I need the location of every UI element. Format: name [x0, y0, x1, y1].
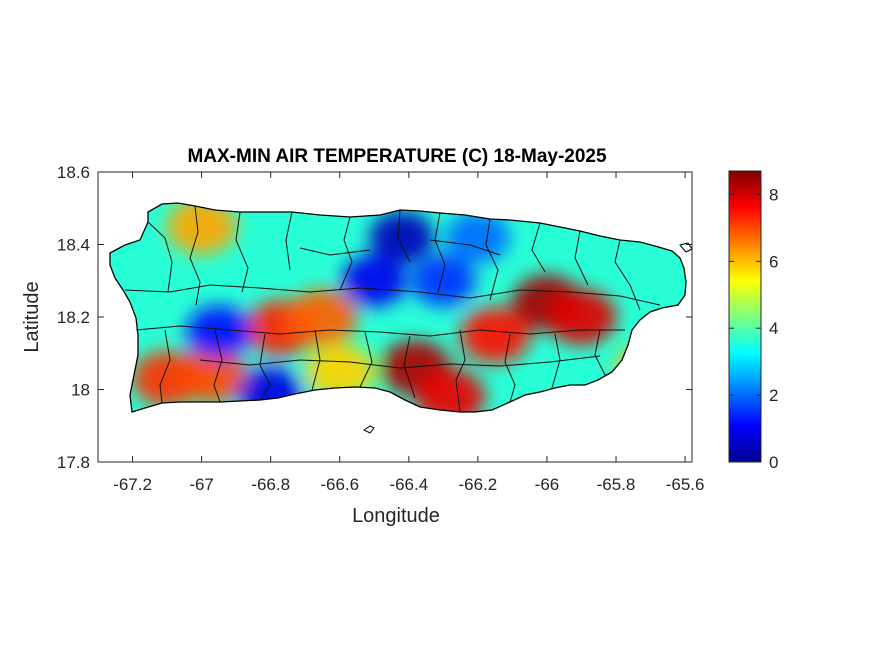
y-tick-label: 18.4	[57, 236, 90, 255]
colorbar-tick-label: 0	[769, 453, 778, 472]
x-tick-label: -65.6	[666, 475, 705, 494]
colorbar-tick-label: 4	[769, 319, 778, 338]
x-axis-label: Longitude	[352, 505, 440, 527]
y-tick-label: 18.6	[57, 163, 90, 182]
colorbar-tick-label: 8	[769, 185, 778, 204]
colorbar	[728, 170, 762, 463]
hotspot-mark	[460, 307, 531, 364]
municipio-boundaries	[124, 205, 661, 413]
coldspot-mark	[186, 305, 252, 358]
coldspot-mark	[445, 211, 511, 264]
x-tick-label: -66.6	[320, 475, 359, 494]
y-tick-label: 18	[71, 381, 90, 400]
x-tick-label: -66	[535, 475, 560, 494]
hotspot-mark	[304, 343, 375, 400]
y-axis-label: Latitude	[21, 281, 43, 352]
x-tick-label: -67.2	[113, 475, 152, 494]
hotspot-mark	[176, 347, 247, 403]
y-axis: 17.8 18 18.2 18.4 18.6	[57, 163, 692, 472]
x-tick-label: -66.8	[251, 475, 290, 494]
colorbar-tick-label: 6	[769, 252, 778, 271]
coldspot-mark	[341, 254, 407, 307]
islet-caja-de-muertos	[363, 425, 375, 434]
x-tick-label: -66.2	[459, 475, 498, 494]
x-tick-label: -66.4	[389, 475, 428, 494]
coldspot-mark	[410, 254, 476, 307]
hotspot-mark	[166, 203, 237, 255]
y-tick-label: 17.8	[57, 453, 90, 472]
hotspot-mark	[546, 289, 617, 345]
x-tick-label: -65.8	[597, 475, 636, 494]
y-tick-label: 18.2	[57, 308, 90, 327]
coldspot-mark	[369, 211, 435, 264]
chart-title: MAX-MIN AIR TEMPERATURE (C) 18-May-2025	[187, 146, 607, 167]
hotspot-mark	[287, 289, 358, 345]
x-tick-label: -67	[189, 475, 214, 494]
colorbar-tick-label: 2	[769, 386, 778, 405]
x-axis: -67.2 -67 -66.8 -66.6 -66.4 -66.2 -66 -65.8 -65.…	[113, 172, 704, 494]
colorbar-ticks: 0 2 4 6 8	[729, 185, 778, 472]
